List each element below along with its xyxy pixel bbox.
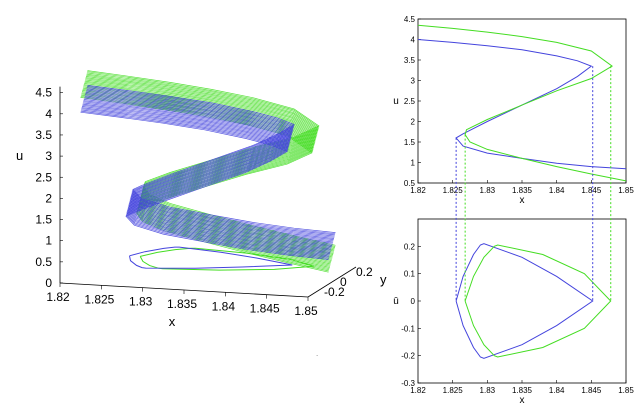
plot-frame — [417, 218, 627, 384]
z-axis-label: u — [16, 148, 23, 163]
y-tick-label: 0.2 — [404, 242, 416, 251]
z-tick-label: 3.5 — [35, 128, 52, 142]
x-tick-label: 1.835 — [512, 186, 533, 195]
x-tick-label: 1.84 — [549, 386, 565, 395]
series-a-surface-line — [80, 111, 329, 260]
x-tick-label: 1.825 — [443, 386, 464, 395]
series-a-surface-line — [86, 89, 335, 238]
series-b-floor-loop — [139, 247, 314, 271]
series-a-line — [455, 243, 594, 359]
x-tick-label: 1.835 — [512, 386, 533, 395]
series-b-line — [417, 24, 627, 182]
x-tick-label: 1.82 — [46, 290, 70, 304]
z-tick-label: 0 — [45, 276, 52, 290]
y-tick-label: -0.1 — [401, 324, 415, 333]
x-tick-label: 1.845 — [250, 302, 280, 316]
y-tick-label: 0 — [340, 275, 347, 289]
series-a-surface-line — [83, 99, 332, 247]
stray-dot: . — [316, 349, 318, 358]
x-tick-label: 1.85 — [618, 186, 634, 195]
y-tick-label: 1 — [411, 159, 416, 168]
z-tick-label: 1.5 — [35, 213, 52, 227]
x-tick-label: 1.845 — [581, 186, 602, 195]
fold-connector-lines — [455, 66, 612, 301]
y-tick-label: 0.2 — [356, 265, 373, 279]
z-tick-label: 4.5 — [35, 86, 52, 100]
z-tick-label: 2 — [45, 191, 52, 205]
z-tick-label: 3 — [45, 149, 52, 163]
y-axis-line — [307, 266, 357, 298]
series-a-surface-line — [81, 107, 330, 256]
x-tick-label: 1.825 — [443, 186, 464, 195]
x-tick-label: 1.84 — [212, 299, 236, 313]
series-a-surface-line — [85, 93, 334, 242]
x-tick-label: 1.845 — [581, 386, 602, 395]
y-tick-label: 2.5 — [404, 97, 416, 106]
series-a-surface-line — [81, 106, 331, 254]
series-b-line — [464, 244, 612, 358]
y-axis-label: u — [393, 96, 399, 107]
series-a-surface-line — [86, 88, 335, 237]
series-a-surface-line — [82, 103, 331, 252]
series-a-surface-line — [80, 110, 329, 259]
series-a-surface-line — [85, 94, 334, 243]
panel-ubar-vs-x: 1.82 1.825 1.83 1.835 1.84 1.845 1.85 -0.3 -0.2 -… — [393, 218, 634, 406]
y-tick-label: 0.1 — [404, 270, 416, 279]
series-a-floor-loop — [129, 246, 293, 269]
y-axis-label: y — [380, 272, 387, 287]
y-axis-label: ū — [393, 296, 399, 307]
y-tick-label: 2 — [411, 118, 416, 127]
z-tick-label: 2.5 — [35, 170, 52, 184]
y-tick-label: 3.5 — [404, 56, 416, 65]
y-tick-label: 4.5 — [404, 15, 416, 24]
z-tick-label: 0.5 — [35, 255, 52, 269]
series-a-surface-line — [81, 109, 330, 258]
series-a-surface-line — [84, 97, 333, 246]
x-tick-label: 1.82 — [410, 186, 426, 195]
y-tick-label: 1.5 — [404, 138, 416, 147]
y-tick-label: -0.2 — [324, 285, 345, 299]
series-a-surface-line — [87, 85, 336, 233]
series-a-line — [417, 39, 627, 170]
panel-3d-surface: 0 0.5 1 1.5 2 2.5 3 3.5 4 4.5 1.82 1.825 1.83 1.835 1.… — [16, 70, 387, 329]
x-axis-label: x — [520, 395, 525, 406]
x-axis-label: x — [169, 314, 176, 329]
x-tick-label: 1.825 — [84, 292, 114, 306]
x-tick-label: 1.85 — [294, 304, 318, 318]
series-a-surface-line — [84, 96, 333, 245]
y-tick-label: 4 — [411, 36, 416, 45]
series-a-surface-line — [81, 108, 330, 257]
series-a-surface-line — [84, 95, 333, 244]
x-axis-label: x — [520, 195, 525, 206]
series-a-surface-line — [87, 86, 336, 235]
y-tick-label: -0.2 — [401, 352, 415, 361]
y-tick-label: -0.3 — [401, 379, 415, 388]
series-a-surface-line — [83, 100, 332, 249]
series-a-surface-line — [85, 92, 334, 240]
x-tick-label: 1.83 — [480, 386, 496, 395]
series-a-surface-line — [86, 87, 335, 236]
x-tick-label: 1.84 — [549, 186, 565, 195]
x-tick-label: 1.85 — [618, 386, 634, 395]
x-tick-label: 1.82 — [410, 386, 426, 395]
series-a-surface-line — [82, 104, 331, 253]
panel-u-vs-x: 1.82 1.825 1.83 1.835 1.84 1.845 1.85 0.5 1 1.5 2 2… — [393, 15, 634, 206]
x-tick-label: 1.83 — [129, 295, 153, 309]
z-tick-label: 4 — [45, 107, 52, 121]
y-tick-label: 0.5 — [404, 179, 416, 188]
y-tick-label: 0 — [411, 297, 416, 306]
y-tick-label: 3 — [411, 77, 416, 86]
z-tick-label: 1 — [45, 234, 52, 248]
x-tick-label: 1.83 — [480, 186, 496, 195]
x-tick-label: 1.835 — [167, 297, 197, 311]
series-a-surface-line — [82, 102, 331, 251]
series-a-surface-line — [85, 90, 335, 239]
series-a-surface-line — [83, 101, 332, 250]
